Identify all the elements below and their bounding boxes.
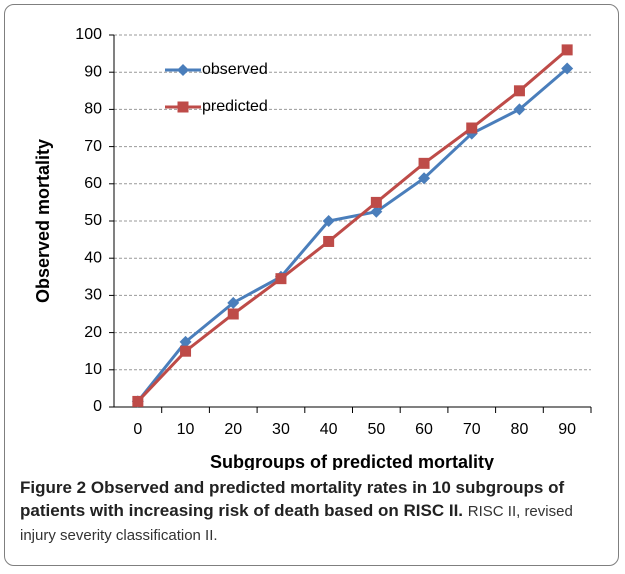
- x-tick-label: 40: [320, 421, 338, 438]
- point: [227, 296, 240, 309]
- point: [370, 196, 382, 208]
- legend-marker: [177, 64, 189, 76]
- point: [513, 103, 526, 116]
- y-tick-label: 10: [84, 361, 102, 378]
- point: [180, 345, 192, 357]
- point: [561, 44, 573, 56]
- point: [323, 235, 335, 247]
- y-tick-label: 30: [84, 287, 102, 304]
- y-tick-label: 40: [84, 249, 102, 266]
- x-tick-label: 60: [415, 421, 433, 438]
- point: [322, 215, 335, 227]
- point: [370, 205, 383, 218]
- caption: Figure 2 Observed and predicted mortalit…: [20, 476, 610, 547]
- y-tick-label: 20: [84, 324, 102, 341]
- figure-frame: [4, 4, 619, 566]
- x-tick-label: 70: [463, 421, 481, 438]
- caption-label: Figure 2 Observed and predicted mortalit…: [20, 478, 565, 520]
- point: [466, 122, 478, 134]
- point: [513, 85, 525, 97]
- y-axis-title: Observed mortality: [33, 139, 53, 303]
- x-tick-label: 90: [558, 421, 576, 438]
- point: [418, 157, 430, 169]
- legend-marker: [177, 101, 189, 113]
- caption-text: RISC II, revised injury severity classif…: [20, 503, 573, 544]
- legend-label: predicted: [202, 98, 268, 115]
- chart: Subgroups of predicted mortality Observe…: [33, 26, 592, 470]
- y-tick-label: 90: [84, 63, 102, 80]
- x-tick-label: 30: [272, 421, 290, 438]
- x-axis-title: Subgroups of predicted mortality: [210, 452, 494, 470]
- x-tick-label: 80: [511, 421, 529, 438]
- point: [418, 172, 431, 185]
- x-tick-label: 10: [177, 421, 195, 438]
- y-tick-label: 80: [84, 101, 102, 118]
- y-tick-label: 70: [84, 138, 102, 155]
- y-tick-label: 0: [93, 398, 102, 415]
- series-line: [136, 48, 569, 403]
- legend-label: observed: [202, 61, 268, 78]
- point: [227, 308, 239, 320]
- x-tick-label: 50: [367, 421, 385, 438]
- point: [561, 62, 574, 75]
- y-tick-label: 50: [84, 212, 102, 229]
- x-tick-label: 20: [224, 421, 242, 438]
- y-tick-label: 100: [75, 26, 102, 43]
- point: [179, 335, 192, 348]
- y-tick-label: 60: [84, 175, 102, 192]
- point: [275, 273, 287, 285]
- point: [132, 395, 144, 407]
- series-line: [136, 67, 569, 403]
- x-tick-label: 0: [133, 421, 142, 438]
